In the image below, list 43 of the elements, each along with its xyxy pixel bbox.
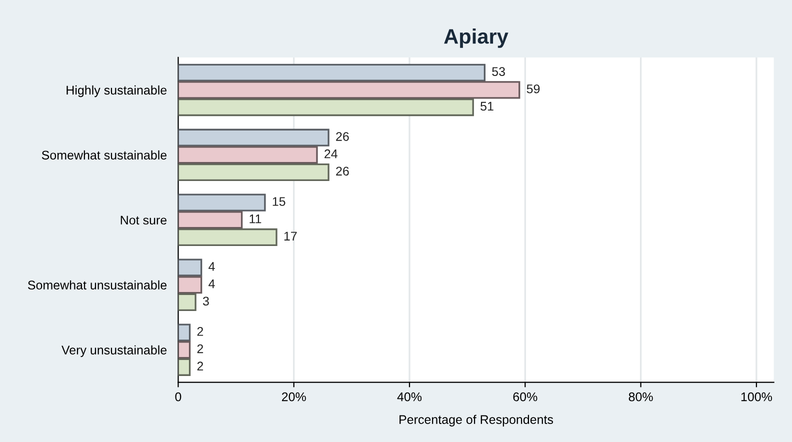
- x-tick-label: 100%: [741, 392, 772, 402]
- x-axis-title: Percentage of Respondents: [400, 414, 554, 426]
- data-label: 51: [480, 102, 494, 111]
- bar: [178, 258, 202, 276]
- bar: [178, 324, 191, 342]
- bar: [178, 146, 318, 164]
- bar: [178, 128, 330, 146]
- y-tick-label: Highly sustainable: [66, 85, 167, 98]
- bar: [178, 341, 191, 359]
- bar: [178, 228, 278, 246]
- data-label: 4: [208, 262, 215, 271]
- data-label: 59: [526, 84, 540, 94]
- bar: [178, 163, 330, 182]
- y-tick-label: Very unsustainable: [62, 345, 167, 357]
- bar: [178, 64, 486, 82]
- data-label: 17: [284, 232, 297, 240]
- x-tick-label: 80%: [628, 392, 653, 402]
- y-tick-label: Not sure: [120, 216, 167, 225]
- x-tick-label: 20%: [282, 392, 306, 402]
- x-tick-label: 0: [175, 392, 182, 402]
- y-tick-label: Somewhat unsustainable: [28, 280, 167, 290]
- data-label: 2: [197, 327, 204, 336]
- data-label: 2: [197, 344, 204, 354]
- data-label: 15: [272, 197, 286, 206]
- x-tick-label: 40%: [397, 392, 422, 402]
- bar: [178, 276, 202, 294]
- bar: [178, 81, 520, 99]
- data-label: 2: [197, 362, 204, 370]
- data-label: 26: [336, 132, 349, 141]
- bar: [178, 211, 243, 229]
- y-tick-label: Somewhat sustainable: [42, 150, 167, 160]
- bar: [178, 194, 266, 212]
- chart-title: Apiary: [444, 28, 508, 48]
- data-label: 26: [336, 166, 349, 176]
- data-label: 3: [202, 296, 209, 306]
- data-label: 11: [250, 214, 262, 224]
- data-label: 53: [492, 67, 505, 76]
- x-tick-label: 60%: [513, 392, 538, 402]
- bar: [178, 358, 191, 376]
- bar: [178, 293, 196, 311]
- data-label: 4: [208, 280, 215, 288]
- data-label: 24: [324, 149, 338, 158]
- bar: [178, 98, 474, 116]
